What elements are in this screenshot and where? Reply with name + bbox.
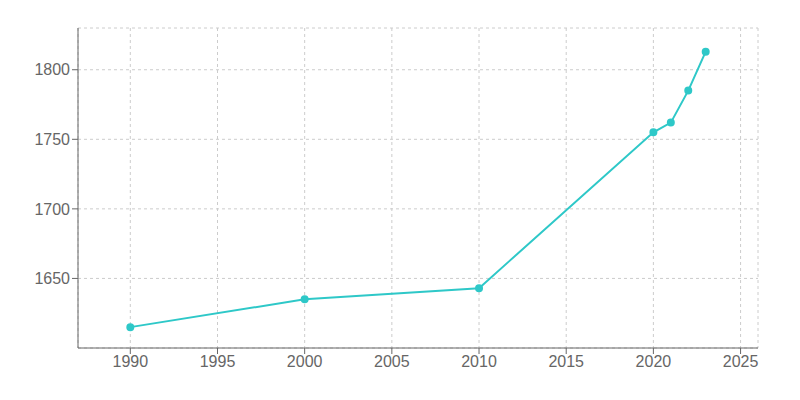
svg-text:1800: 1800 [34, 61, 70, 78]
svg-text:1750: 1750 [34, 131, 70, 148]
svg-text:2000: 2000 [287, 353, 323, 370]
svg-text:2025: 2025 [723, 353, 759, 370]
svg-text:1700: 1700 [34, 201, 70, 218]
svg-text:1995: 1995 [200, 353, 236, 370]
svg-text:2020: 2020 [636, 353, 672, 370]
svg-text:1650: 1650 [34, 270, 70, 287]
svg-text:2015: 2015 [548, 353, 584, 370]
svg-text:2005: 2005 [374, 353, 410, 370]
svg-text:1990: 1990 [113, 353, 149, 370]
svg-text:2010: 2010 [461, 353, 497, 370]
